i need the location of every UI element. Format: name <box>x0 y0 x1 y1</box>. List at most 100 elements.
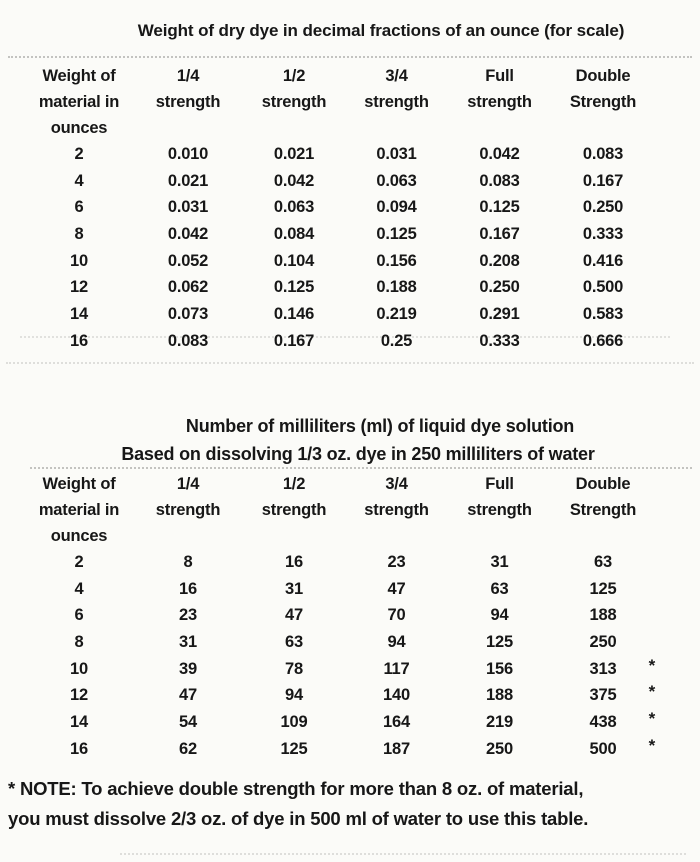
cell-value: 125 <box>551 576 655 603</box>
cell-value: 0.208 <box>448 248 551 275</box>
cell-value: 0.291 <box>448 301 551 328</box>
cell-value: 54 <box>133 709 243 736</box>
table-row: 10 0.052 0.104 0.156 0.208 0.416 <box>25 248 675 275</box>
cell-text: 0.250 <box>479 278 520 297</box>
cell-text: 14 <box>70 305 88 324</box>
table-row: 14 0.073 0.146 0.219 0.291 0.583 <box>25 301 675 328</box>
cell-text: 0.250 <box>582 198 624 217</box>
cell-value: 62 <box>133 736 243 763</box>
cell-value: 47 <box>243 602 345 629</box>
dry-dye-weight-table: Weight of material in ounces 1/4 strength 1/2… <box>25 55 675 355</box>
table-row: 6 23 47 70 94 188 <box>25 602 675 629</box>
column-header-line: 3/4 <box>385 67 408 85</box>
cell-text: 500 <box>589 739 617 758</box>
cell-text: 0.146 <box>273 305 315 324</box>
cell-value: 125 <box>243 736 345 763</box>
cell-value: 0.083 <box>448 168 551 195</box>
table-row: 2 8 16 23 31 63 <box>25 549 675 576</box>
cell-text: 0.104 <box>273 251 315 270</box>
cell-text: 16 <box>70 739 88 758</box>
cell-text: 250 <box>589 633 617 652</box>
cell-value: 0.042 <box>133 221 243 248</box>
column-header-line: 1/2 <box>282 67 306 85</box>
cell-text: 0.25 <box>380 331 413 350</box>
cell-text: 0.291 <box>479 305 520 324</box>
table-header-row: Weight of material in ounces 1/4 strength 1/2… <box>25 55 675 141</box>
column-header: Full strength <box>448 471 551 549</box>
table-row: 14 54 109 164 219 438 * <box>25 709 675 736</box>
cell-text: 0.031 <box>376 145 417 163</box>
cell-value: 156 <box>448 656 551 683</box>
cell-value: 0.083 <box>133 328 243 355</box>
row-label: 16 <box>25 736 133 763</box>
cell-value: 0.250 <box>448 274 551 301</box>
cell-value: 0.250 <box>551 194 655 221</box>
cell-text: 4 <box>74 579 84 598</box>
cell-text: 0.084 <box>273 225 315 244</box>
cell-text: 31 <box>285 579 303 598</box>
cell-value: 0.125 <box>448 194 551 221</box>
note-line: you must dissolve 2/3 oz. of dye in 500 … <box>8 808 589 829</box>
table-row: 12 47 94 140 188 375 * <box>25 682 675 709</box>
table-row: 4 0.021 0.042 0.063 0.083 0.167 <box>25 168 675 195</box>
cell-text: 0.125 <box>273 278 315 297</box>
table-header-row: Weight of material in ounces 1/4 strength 1/2… <box>25 463 675 549</box>
cell-text: 31 <box>490 553 509 571</box>
cell-text: 0.333 <box>479 331 520 350</box>
column-header-line: Full <box>485 475 514 493</box>
cell-value: 0.042 <box>243 168 345 195</box>
column-header-line: 1/4 <box>176 475 200 493</box>
cell-value: 0.042 <box>448 141 551 168</box>
row-label: 10 <box>25 656 133 683</box>
table-row: 6 0.031 0.063 0.094 0.125 0.250 <box>25 194 675 221</box>
cell-text: 0.167 <box>479 225 520 244</box>
row-label: 14 <box>25 709 133 736</box>
cell-value: 39 <box>133 656 243 683</box>
liquid-dye-table-subtitle: Based on dissolving 1/3 oz. dye in 250 m… <box>121 444 595 464</box>
cell-text: 23 <box>179 606 197 625</box>
column-header-line: strength <box>467 501 532 519</box>
cell-text: 188 <box>589 606 617 625</box>
cell-text: 8 <box>183 553 193 571</box>
cell-text: 6 <box>74 606 84 625</box>
cell-text: 156 <box>486 659 513 678</box>
cell-value: 0.167 <box>551 168 655 195</box>
column-header-line: ounces <box>50 527 108 545</box>
column-header-line: 1/2 <box>282 475 306 493</box>
column-header: 1/4 strength <box>133 471 243 549</box>
cell-value: 164 <box>345 709 448 736</box>
note-line: * NOTE: To achieve double strength for m… <box>8 778 584 799</box>
cell-value: 140 <box>345 682 448 709</box>
cell-text: 4 <box>74 171 84 190</box>
column-header: 1/2 strength <box>243 63 345 141</box>
cell-value: 16 <box>133 576 243 603</box>
cell-value: 0.063 <box>345 168 448 195</box>
cell-text: 375 <box>589 686 617 705</box>
cell-text: 164 <box>383 713 410 732</box>
cell-text: 47 <box>387 579 406 598</box>
cell-value: 78 <box>243 656 345 683</box>
cell-value: 0.146 <box>243 301 345 328</box>
cell-text: 39 <box>179 659 197 678</box>
cell-text: 0.156 <box>376 251 417 270</box>
cell-text: 0.042 <box>273 171 315 190</box>
cell-text: 0.021 <box>273 145 315 163</box>
table-body: 2 8 16 23 31 63 4 16 31 47 63 125 6 23 47 70 94 188 8 31 63 9… <box>25 549 675 763</box>
column-header-line: Weight of <box>42 67 116 85</box>
cell-text: 2 <box>74 553 84 571</box>
cell-text: 219 <box>486 713 513 732</box>
cell-text: 8 <box>74 225 84 244</box>
cell-value: 0.073 <box>133 301 243 328</box>
column-header-line: material in <box>38 501 120 519</box>
cell-text: 125 <box>486 633 513 652</box>
cell-text: 125 <box>280 739 308 758</box>
table-row: 4 16 31 47 63 125 <box>25 576 675 603</box>
cell-text: 94 <box>490 606 509 625</box>
cell-value: 109 <box>243 709 345 736</box>
cell-value: 0.333 <box>448 328 551 355</box>
cell-value: 0.219 <box>345 301 448 328</box>
asterisk-marker: * <box>648 682 656 702</box>
cell-value: 0.125 <box>345 221 448 248</box>
cell-value: 31 <box>133 629 243 656</box>
